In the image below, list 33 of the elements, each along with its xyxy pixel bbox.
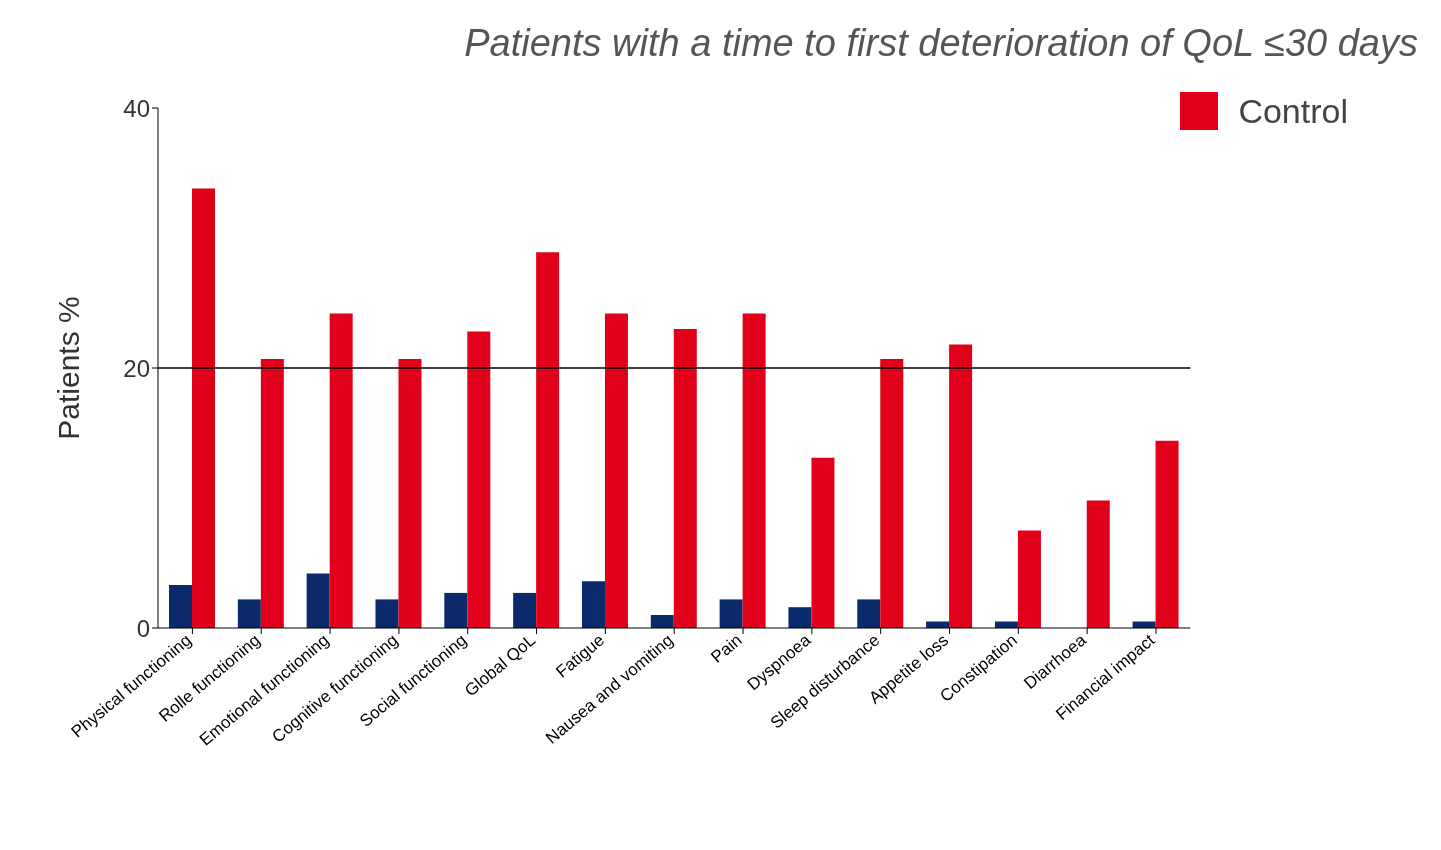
- bar: [375, 599, 399, 628]
- bar: [811, 457, 835, 628]
- bar: [398, 358, 422, 628]
- bar: [237, 599, 261, 628]
- bar: [880, 358, 904, 628]
- bar: [536, 252, 560, 628]
- bar: [306, 573, 330, 628]
- bar: [329, 313, 353, 628]
- bar: [949, 344, 973, 628]
- bar: [857, 599, 881, 628]
- bar: [1086, 500, 1110, 628]
- bar: [719, 599, 743, 628]
- bar: [650, 615, 674, 628]
- bar: [192, 188, 216, 628]
- bar: [604, 313, 628, 628]
- y-tick-label: 0: [136, 614, 150, 642]
- chart-title: Patients with a time to first deterioration of QoL ≤30 days: [463, 21, 1419, 66]
- bar: [788, 607, 812, 628]
- bar: [1155, 440, 1179, 628]
- bar: [581, 581, 605, 628]
- y-tick-label: 40: [123, 94, 150, 122]
- bar: [467, 331, 491, 628]
- bar: [673, 329, 697, 628]
- bar: [1017, 530, 1041, 628]
- y-axis-title: Patients %: [51, 296, 85, 440]
- bar: [169, 585, 193, 628]
- legend-label: Control: [1238, 91, 1348, 131]
- bar: [742, 313, 766, 628]
- bar: [444, 592, 468, 628]
- bar: [513, 592, 537, 628]
- y-tick-label: 20: [123, 354, 150, 382]
- bar: [260, 358, 284, 628]
- x-tick-label: Pain: [707, 630, 746, 667]
